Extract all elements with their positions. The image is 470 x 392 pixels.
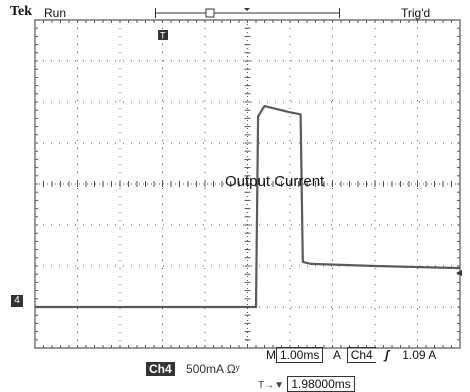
timebase-prefix: M	[266, 348, 276, 362]
position-icon: T→▼	[258, 380, 285, 391]
horizontal-position-readout: T→▼ 1.98000ms	[258, 376, 355, 392]
trigger-level-arrow	[456, 270, 462, 276]
trigger-readout: A Ch4 ʃ 1.09 A	[333, 347, 437, 363]
brand-logo: Tek	[10, 4, 33, 19]
trace-layer	[35, 104, 461, 309]
svg-text:T: T	[160, 31, 166, 41]
trigger-prefix: A	[333, 348, 341, 362]
graticule	[34, 19, 461, 349]
timebase-value: 1.00ms	[276, 347, 324, 363]
channel-scale: 500mA Ωʸ	[186, 362, 240, 376]
position-value: 1.98000ms	[287, 376, 355, 392]
trigger-slope-icon: ʃ	[385, 348, 389, 362]
record-position-bar	[155, 8, 340, 18]
trigger-source: Ch4	[346, 347, 376, 363]
trigger-level: 1.09 A	[402, 348, 437, 362]
annotation-output-current: Output Current	[225, 173, 325, 190]
trigger-state: Trig'd	[401, 6, 431, 20]
trigger-marker: T	[158, 30, 168, 41]
series-trace-ch4	[35, 104, 461, 309]
channel-4-ground-marker: 4	[11, 295, 23, 307]
timebase-readout: M 1.00ms	[266, 347, 324, 363]
channel-scale-readout: Ch4 500mA Ωʸ	[146, 362, 240, 376]
channel-label: Ch4	[146, 362, 175, 376]
run-state: Run	[44, 6, 67, 20]
